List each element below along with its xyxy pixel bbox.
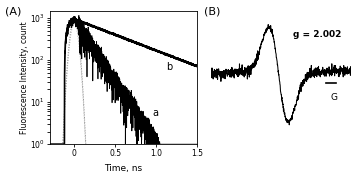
Text: g = 2.002: g = 2.002 [293, 30, 341, 39]
Text: (A): (A) [5, 7, 22, 17]
X-axis label: Time, ns: Time, ns [104, 164, 142, 173]
Text: b: b [166, 62, 172, 72]
Text: (B): (B) [204, 7, 221, 17]
Text: a: a [152, 108, 158, 118]
Y-axis label: Fluorescence Intensity, count: Fluorescence Intensity, count [20, 21, 28, 134]
Text: G: G [331, 93, 338, 103]
